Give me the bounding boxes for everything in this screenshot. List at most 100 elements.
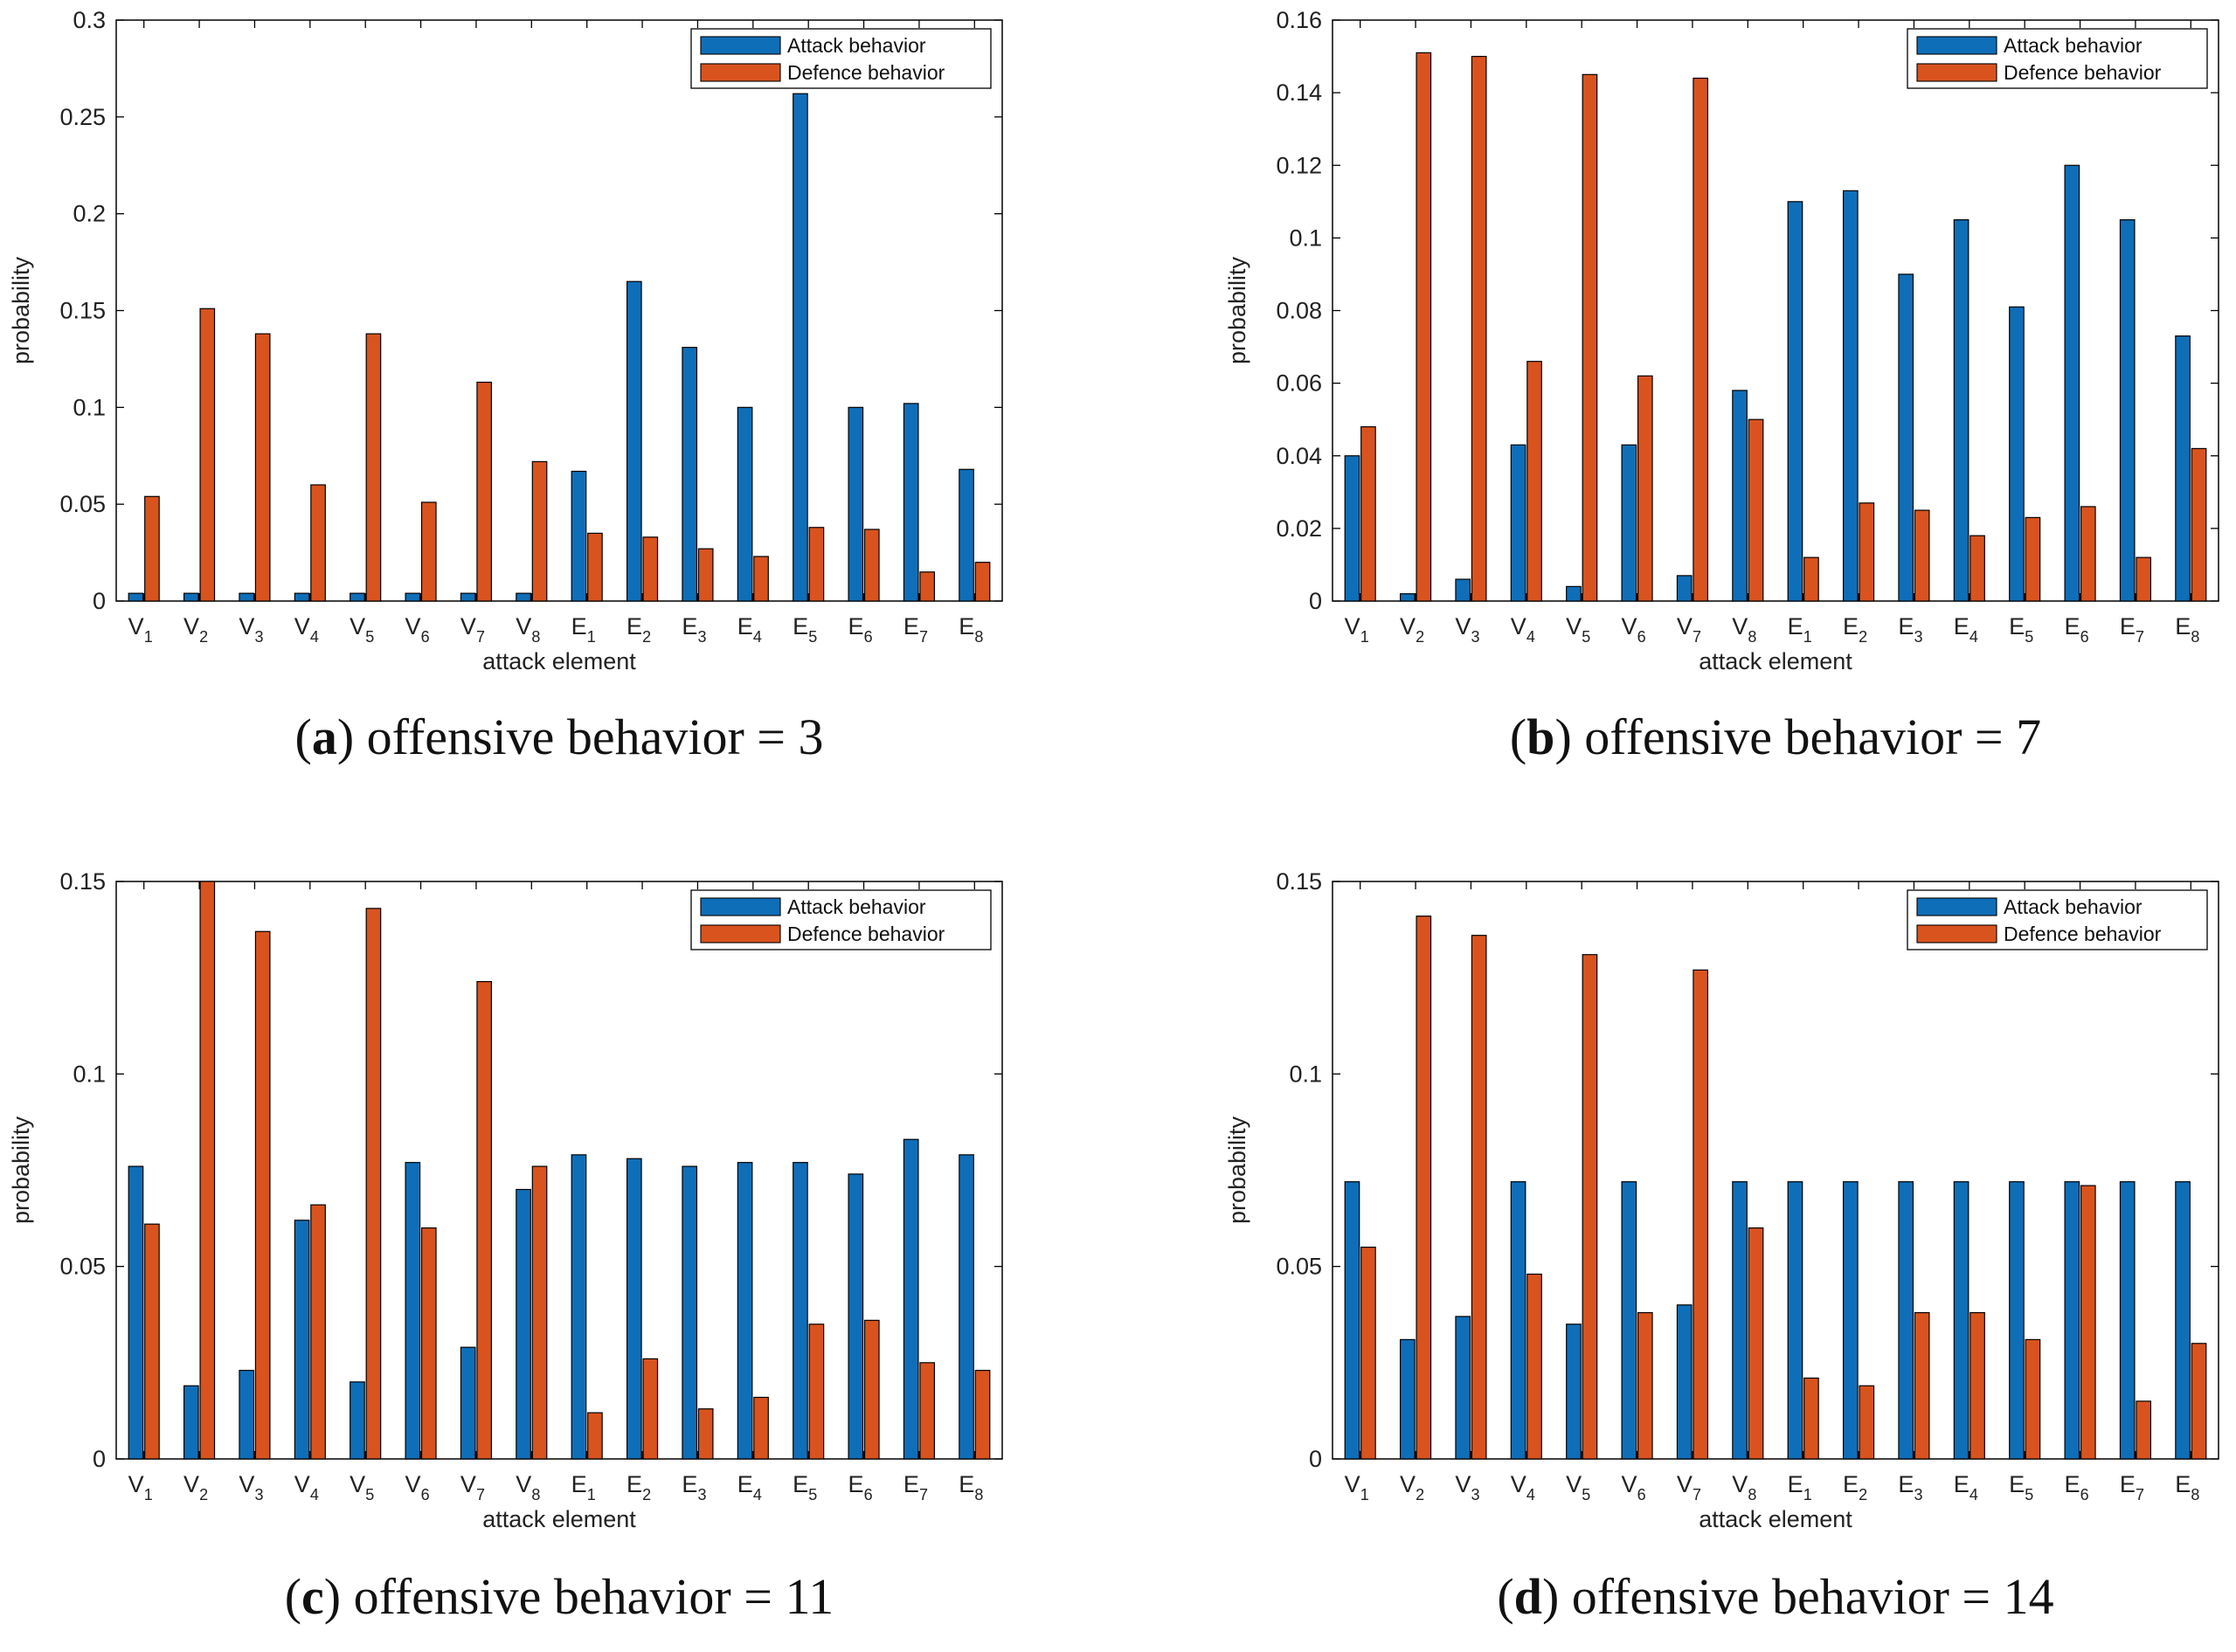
- attack-bar: [239, 1370, 255, 1460]
- x-tick-label: E4: [737, 1471, 762, 1503]
- attack-bar: [1676, 575, 1693, 602]
- defence-bar: [310, 484, 326, 602]
- y-tick-label: 0.1: [73, 1061, 106, 1087]
- y-tick-label: 0.05: [1276, 1254, 1322, 1280]
- y-tick-label: 0.02: [1276, 515, 1322, 542]
- attack-bar: [294, 592, 310, 602]
- x-tick-label: V2: [183, 1471, 208, 1503]
- attack-bar: [2119, 1181, 2136, 1460]
- y-tick-label: 0.3: [73, 7, 106, 33]
- attack-bar: [516, 592, 531, 602]
- y-tick-label: 0: [1309, 588, 1322, 614]
- defence-bar: [199, 308, 216, 602]
- defence-bar: [365, 908, 382, 1460]
- legend-label-defence: Defence behavior: [787, 61, 945, 84]
- defence-bar: [476, 381, 493, 602]
- legend-swatch-attack: [1916, 897, 1997, 916]
- attack-bar: [571, 470, 587, 602]
- attack-bar: [460, 592, 476, 602]
- legend-swatch-defence: [1916, 924, 1997, 944]
- y-tick-label: 0.08: [1276, 298, 1322, 324]
- defence-bar: [1859, 1385, 1875, 1460]
- defence-bar: [144, 495, 160, 602]
- panel-caption: (d) offensive behavior = 14: [1497, 1568, 2053, 1625]
- defence-bar: [697, 548, 714, 602]
- x-tick-label: E4: [1954, 613, 1978, 646]
- attack-bar: [128, 592, 144, 602]
- defence-bar: [919, 571, 936, 602]
- attack-bar: [1399, 1338, 1416, 1460]
- x-tick-label: E2: [1843, 613, 1867, 646]
- x-tick-label: V7: [1677, 613, 1701, 646]
- attack-bar: [1510, 444, 1526, 602]
- attack-bar: [682, 1165, 698, 1460]
- x-tick-label: V5: [350, 613, 374, 646]
- x-tick-label: V8: [1732, 1471, 1756, 1503]
- defence-bar: [1582, 954, 1598, 1460]
- attack-bar: [2175, 335, 2191, 602]
- x-tick-label: E1: [571, 613, 596, 646]
- attack-bar: [183, 592, 199, 602]
- x-tick-label: E8: [2175, 613, 2199, 646]
- x-tick-label: E3: [682, 1471, 706, 1503]
- x-tick-label: V3: [1455, 613, 1479, 646]
- x-tick-label: E2: [1843, 1471, 1867, 1503]
- attack-bar: [516, 1188, 531, 1460]
- x-tick-label: V8: [516, 613, 540, 646]
- defence-bar: [919, 1362, 936, 1460]
- defence-bar: [863, 529, 880, 602]
- attack-bar: [2064, 164, 2080, 602]
- x-tick-label: E7: [903, 1471, 928, 1503]
- defence-bar: [420, 1227, 437, 1460]
- attack-bar: [128, 1165, 144, 1460]
- legend-label-attack: Attack behavior: [2004, 34, 2143, 57]
- defence-bar: [2025, 1338, 2041, 1460]
- x-tick-label: E7: [903, 613, 928, 646]
- defence-bar: [1526, 361, 1542, 602]
- defence-bar: [199, 881, 216, 1460]
- defence-bar: [531, 460, 548, 602]
- y-tick-label: 0.15: [59, 868, 106, 895]
- attack-bar: [1842, 190, 1859, 602]
- x-tick-label: V5: [1566, 613, 1590, 646]
- attack-bar: [1898, 1181, 1914, 1460]
- x-tick-label: V3: [239, 1471, 263, 1503]
- defence-bar: [808, 1324, 825, 1460]
- attack-bar: [626, 280, 642, 602]
- x-tick-label: V6: [1622, 1471, 1646, 1503]
- defence-bar: [697, 1408, 714, 1460]
- legend-swatch-defence: [1916, 63, 1997, 82]
- x-tick-label: V3: [239, 613, 263, 646]
- attack-bar: [405, 1162, 421, 1460]
- attack-bar: [793, 1162, 808, 1460]
- defence-bar: [1803, 1377, 1819, 1460]
- defence-bar: [1969, 1311, 1985, 1460]
- y-axis-label: probability: [1224, 1116, 1250, 1224]
- x-tick-label: V8: [516, 1471, 540, 1503]
- x-tick-label: E8: [959, 613, 983, 646]
- y-tick-label: 0: [93, 1446, 106, 1472]
- x-tick-label: V6: [405, 613, 430, 646]
- x-tick-label: V6: [1622, 613, 1646, 646]
- attack-bar: [1676, 1304, 1693, 1460]
- defence-bar: [420, 501, 437, 602]
- attack-bar: [1344, 1181, 1360, 1460]
- attack-bar: [350, 592, 365, 602]
- y-tick-label: 0.12: [1276, 152, 1322, 178]
- attack-bar: [239, 592, 255, 602]
- chart-panel-b: 0 0.02 0.04 0.06 0.08 0.1 0.12 0.14 0.16 V1 V2 V3 V4…: [1224, 7, 2219, 765]
- panel-caption: (c) offensive behavior = 11: [285, 1568, 834, 1625]
- attack-bar: [1566, 585, 1582, 602]
- defence-bar: [1693, 77, 1709, 602]
- defence-bar: [808, 527, 825, 602]
- defence-bar: [642, 1358, 659, 1460]
- defence-bar: [587, 532, 603, 602]
- defence-bar: [753, 1396, 769, 1460]
- defence-bar: [1471, 935, 1487, 1460]
- attack-bar: [959, 1154, 974, 1460]
- attack-bar: [959, 468, 974, 602]
- x-tick-label: V4: [294, 1471, 319, 1503]
- defence-bar: [1637, 375, 1653, 602]
- defence-bar: [1582, 73, 1598, 602]
- x-axis-label: attack element: [482, 648, 636, 674]
